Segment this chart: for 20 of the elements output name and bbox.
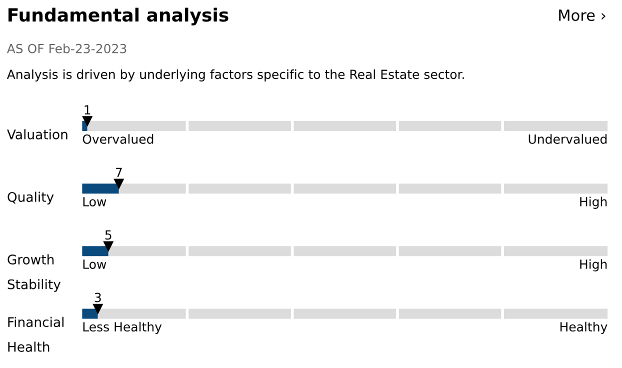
annotation: High [580, 196, 607, 209]
data-label: 7 [116, 168, 122, 177]
chart-subtitle: AS OF Feb-23-2023 [6, 44, 126, 54]
y-tick-label: Growth Stability [8, 254, 61, 292]
annotation: Overvalued [82, 134, 154, 144]
annotation: Low [83, 197, 106, 206]
text: Analysis is driven by underlying factors specific to the Real Estate sector. [6, 69, 464, 82]
data-label: 1 [84, 105, 90, 114]
annotation: High [580, 259, 607, 272]
annotation: Undervalued [528, 134, 607, 144]
y-tick-label: Financial Health [8, 316, 64, 352]
annotation: Low [83, 260, 106, 269]
data-label: 3 [94, 292, 101, 302]
text: More › [559, 10, 606, 21]
chart-title: Fundamental analysis [8, 8, 228, 26]
data-label: 5 [105, 230, 112, 240]
y-tick-label: Quality [8, 192, 54, 204]
y-tick-label: Valuation [7, 129, 68, 140]
annotation: Healthy [560, 322, 608, 334]
annotation: Less Healthy [83, 322, 162, 334]
